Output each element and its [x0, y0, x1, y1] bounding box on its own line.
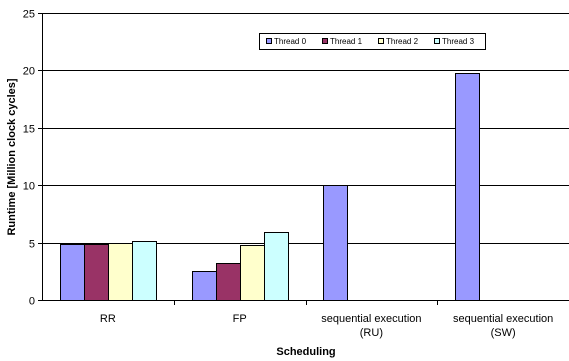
- y-tick-label: 15: [23, 124, 35, 136]
- y-tick-label: 5: [29, 239, 35, 251]
- bar: [60, 244, 85, 301]
- y-tick-labels: 0 5 10 15 20 25: [23, 9, 35, 308]
- bar: [264, 232, 289, 301]
- bar: [455, 73, 480, 301]
- y-tick-label: 20: [23, 66, 35, 78]
- bar: [84, 244, 109, 301]
- legend-label: Thread 2: [386, 37, 419, 46]
- y-tick-label: 10: [23, 181, 35, 193]
- x-tick-label-line: (RU): [360, 327, 383, 339]
- x-tick-label: FP: [233, 313, 247, 325]
- x-tick-label-line: sequential execution: [321, 313, 421, 325]
- x-tick-label: sequential execution (SW): [453, 313, 553, 339]
- y-tick-label: 0: [29, 296, 35, 308]
- axes: [38, 13, 569, 305]
- y-axis-title: Runtime [Million clock cycles]: [6, 78, 18, 235]
- x-tick-label: sequential execution (RU): [321, 313, 421, 339]
- legend-swatch: [378, 38, 384, 44]
- x-tick-labels: RR FP sequential execution (RU)sequential e…: [100, 313, 553, 339]
- x-axis-title: Scheduling: [276, 346, 335, 358]
- legend-swatch: [322, 38, 328, 44]
- x-tick-label-line: FP: [233, 313, 247, 325]
- y-tick-label: 25: [23, 9, 35, 21]
- legend-swatch: [266, 38, 272, 44]
- bar: [240, 245, 265, 301]
- bar: [132, 241, 157, 301]
- bars: [60, 73, 480, 301]
- legend-label: Thread 1: [330, 37, 363, 46]
- bar: [108, 243, 133, 301]
- bar: [216, 263, 241, 301]
- legend-label: Thread 0: [274, 37, 307, 46]
- legend-label: Thread 3: [442, 37, 475, 46]
- x-tick-label-line: sequential execution: [453, 313, 553, 325]
- gridlines: [42, 13, 569, 244]
- x-tick-label-line: (SW): [491, 327, 516, 339]
- legend-swatch: [434, 38, 440, 44]
- bar: [192, 271, 217, 301]
- legend-box: [259, 33, 486, 50]
- legend: Thread 0 Thread 1 Thread 2 Thread 3: [259, 33, 486, 50]
- x-tick-label: RR: [100, 313, 116, 325]
- bar: [323, 185, 348, 301]
- x-tick-label-line: RR: [100, 313, 116, 325]
